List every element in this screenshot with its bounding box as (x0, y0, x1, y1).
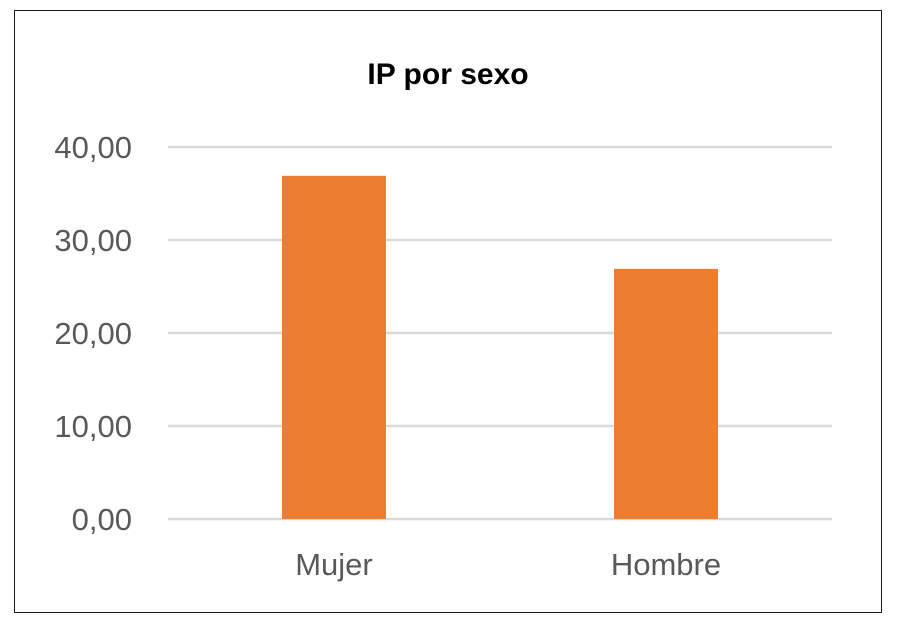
y-tick-label: 20,00 (54, 316, 132, 351)
x-category-label: Mujer (295, 547, 373, 582)
y-tick-label: 40,00 (54, 130, 132, 165)
bar-hombre (614, 268, 718, 519)
x-axis-categories: Mujer Hombre (295, 547, 721, 582)
bar-mujer (282, 175, 386, 519)
chart-title: IP por sexo (367, 58, 528, 91)
y-tick-label: 0,00 (72, 502, 132, 537)
bars (282, 175, 718, 519)
y-axis-ticks: 0,00 10,00 20,00 30,00 40,00 (54, 130, 132, 537)
x-category-label: Hombre (611, 547, 721, 582)
y-tick-label: 10,00 (54, 409, 132, 444)
y-tick-label: 30,00 (54, 223, 132, 258)
chart-frame (14, 10, 882, 613)
gridlines (168, 145, 832, 521)
